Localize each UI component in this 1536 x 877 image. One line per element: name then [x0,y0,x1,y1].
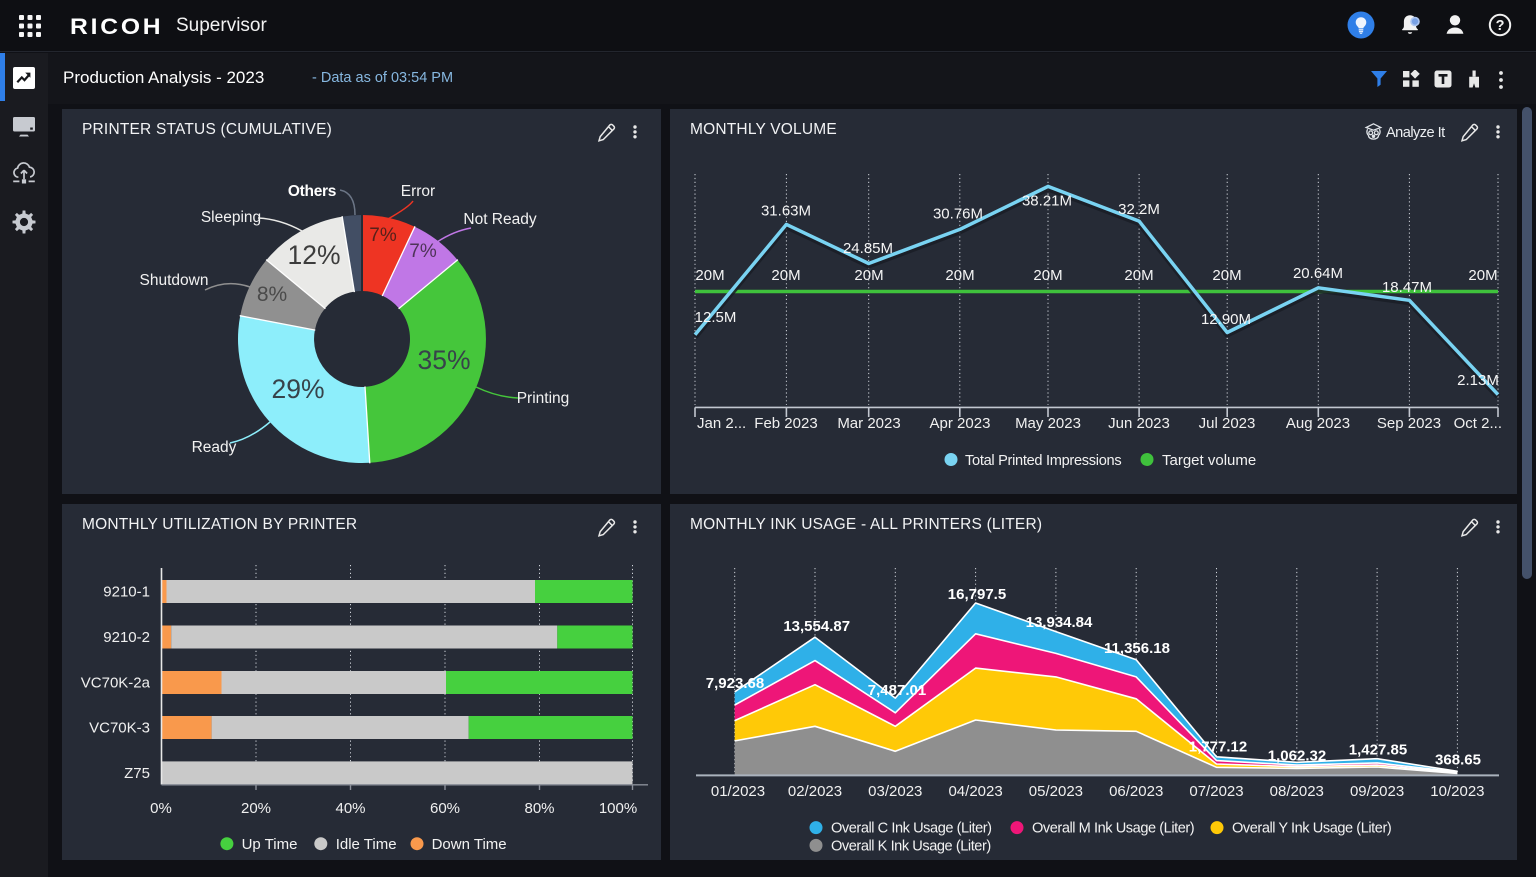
svg-text:Shutdown: Shutdown [140,272,209,289]
svg-text:Mar 2023: Mar 2023 [837,415,900,432]
svg-text:20M: 20M [945,267,974,284]
svg-text:80%: 80% [524,800,554,817]
svg-text:Others: Others [288,183,336,200]
svg-text:Jan 2...: Jan 2... [697,415,746,432]
svg-text:Sep 2023: Sep 2023 [1377,415,1441,432]
svg-text:7,923.68: 7,923.68 [706,675,764,692]
svg-text:2.13M: 2.13M [1457,372,1499,389]
svg-text:Overall K Ink Usage (Liter): Overall K Ink Usage (Liter) [831,838,991,854]
svg-text:0%: 0% [150,800,172,817]
svg-text:9210-2: 9210-2 [103,629,150,646]
svg-text:Z75: Z75 [124,765,150,782]
svg-text:Error: Error [401,183,435,200]
svg-text:Overall Y Ink Usage (Liter): Overall Y Ink Usage (Liter) [1232,821,1391,837]
svg-text:VC70K-3: VC70K-3 [89,720,150,737]
svg-text:Jul 2023: Jul 2023 [1199,415,1256,432]
svg-text:1,427.85: 1,427.85 [1349,741,1407,758]
svg-text:09/2023: 09/2023 [1350,783,1404,800]
svg-text:8%: 8% [257,283,287,306]
svg-text:38.21M: 38.21M [1022,193,1072,210]
svg-text:Oct 2...: Oct 2... [1454,415,1502,432]
svg-text:01/2023: 01/2023 [711,783,765,800]
svg-text:Not Ready: Not Ready [463,211,536,228]
svg-text:Aug 2023: Aug 2023 [1286,415,1350,432]
svg-text:31.63M: 31.63M [761,203,811,220]
svg-text:40%: 40% [335,800,365,817]
svg-text:May 2023: May 2023 [1015,415,1081,432]
svg-text:Overall M Ink Usage (Liter): Overall M Ink Usage (Liter) [1032,821,1194,837]
svg-text:20M: 20M [854,267,883,284]
svg-text:13,934.84: 13,934.84 [1026,614,1093,631]
svg-text:03/2023: 03/2023 [868,783,922,800]
svg-text:30.76M: 30.76M [933,205,983,222]
svg-text:Down Time: Down Time [432,836,507,853]
svg-text:Apr 2023: Apr 2023 [930,415,991,432]
svg-text:29%: 29% [271,374,324,404]
svg-text:Jun 2023: Jun 2023 [1108,415,1170,432]
svg-text:20M: 20M [1212,267,1241,284]
svg-text:06/2023: 06/2023 [1109,783,1163,800]
svg-text:Target volume: Target volume [1162,452,1256,469]
svg-text:12.5M: 12.5M [695,309,737,326]
svg-text:13,554.87: 13,554.87 [783,618,850,635]
svg-text:1,777.12: 1,777.12 [1189,739,1247,756]
svg-text:Analyze It: Analyze It [1386,125,1445,141]
svg-text:Up Time: Up Time [242,836,298,853]
svg-text:10/2023: 10/2023 [1430,783,1484,800]
svg-text:Sleeping: Sleeping [201,209,261,226]
svg-text:07/2023: 07/2023 [1189,783,1243,800]
svg-text:20.64M: 20.64M [1293,265,1343,282]
svg-text:Overall C Ink Usage (Liter): Overall C Ink Usage (Liter) [831,821,992,837]
svg-text:Idle Time: Idle Time [336,836,397,853]
svg-text:20M: 20M [1033,267,1062,284]
svg-text:368.65: 368.65 [1435,751,1481,768]
svg-text:Printing: Printing [517,390,570,407]
svg-text:20M: 20M [771,267,800,284]
svg-text:1,062.32: 1,062.32 [1268,748,1326,765]
svg-text:11,356.18: 11,356.18 [1104,640,1170,657]
svg-text:7%: 7% [369,225,397,246]
svg-text:20M: 20M [1468,267,1497,284]
svg-text:04/2023: 04/2023 [948,783,1002,800]
svg-text:?: ? [1496,18,1505,34]
svg-text:100%: 100% [599,800,637,817]
svg-text:7%: 7% [409,241,437,262]
svg-text:9210-1: 9210-1 [103,584,150,601]
svg-text:16,797.5: 16,797.5 [948,586,1006,603]
svg-text:05/2023: 05/2023 [1029,783,1083,800]
svg-text:12.90M: 12.90M [1201,311,1251,328]
svg-text:24.85M: 24.85M [843,240,893,257]
svg-text:20M: 20M [695,267,724,284]
svg-text:Total Printed Impressions: Total Printed Impressions [965,453,1121,469]
svg-text:02/2023: 02/2023 [788,783,842,800]
svg-text:35%: 35% [417,345,470,375]
svg-text:60%: 60% [430,800,460,817]
svg-text:Ready: Ready [192,439,237,456]
svg-text:12%: 12% [287,240,340,270]
svg-text:18.47M: 18.47M [1382,279,1432,296]
svg-text:20M: 20M [1124,267,1153,284]
svg-text:7,487.01: 7,487.01 [868,682,926,699]
svg-text:32.2M: 32.2M [1118,201,1160,218]
svg-text:VC70K-2a: VC70K-2a [81,674,151,691]
svg-text:20%: 20% [241,800,271,817]
svg-text:Feb 2023: Feb 2023 [754,415,817,432]
svg-text:08/2023: 08/2023 [1270,783,1324,800]
